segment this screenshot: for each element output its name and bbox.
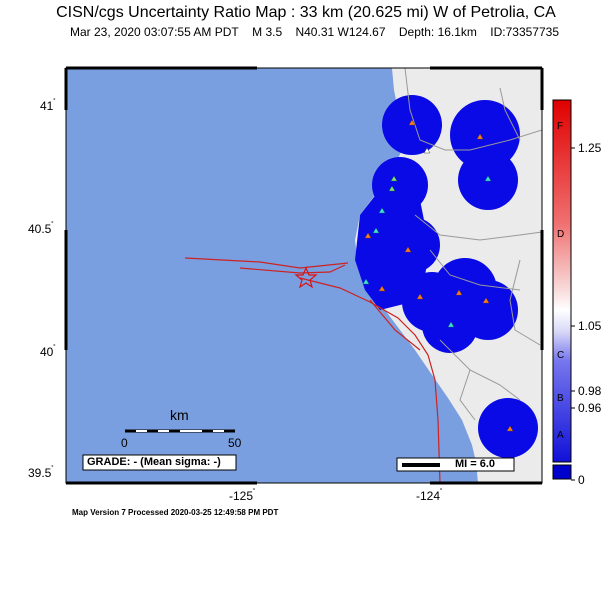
y-tick-40: 40˚ <box>40 345 56 359</box>
grade-text: GRADE: - (Mean sigma: -) <box>87 456 221 468</box>
fault-lines <box>184 257 441 483</box>
scale-end: 50 <box>228 436 242 450</box>
event-info: Mar 23, 2020 03:07:55 AM PDT M 3.5 N40.3… <box>70 25 569 39</box>
epicenter-star <box>294 266 318 289</box>
colorbar-value-0-98: 0.98 <box>578 384 602 398</box>
y-tick-39-5: 39.5˚ <box>28 466 54 480</box>
event-location: N40.31 W124.67 <box>295 25 386 39</box>
event-magnitude: M 3.5 <box>252 25 283 39</box>
map-title: CISN/cgs Uncertainty Ratio Map : 33 km (… <box>56 4 556 21</box>
y-tick-41: 41˚ <box>40 99 56 113</box>
boundaries <box>404 68 542 421</box>
colorbar <box>552 99 572 463</box>
scale-unit: km <box>170 407 189 423</box>
colorbar-value-0: 0 <box>578 473 585 487</box>
x-tick-125: -125˚ <box>229 489 256 503</box>
grade-box <box>82 454 237 471</box>
event-id: ID:73357735 <box>490 25 559 39</box>
scale-start: 0 <box>121 436 128 450</box>
colorbar-letter-a: A <box>557 430 564 441</box>
mi-box <box>396 457 515 472</box>
colorbar-letter-f: F <box>557 121 564 132</box>
map-footer: Map Version 7 Processed 2020-03-25 12:49… <box>72 508 279 517</box>
colorbar-letter-d: D <box>557 229 565 240</box>
event-date: Mar 23, 2020 03:07:55 AM PDT <box>70 25 239 39</box>
uncertainty-region <box>355 95 538 458</box>
station-white <box>423 147 431 154</box>
x-tick-124: -124˚ <box>416 489 443 503</box>
colorbar-value-1-25: 1.25 <box>578 141 602 155</box>
colorbar-value-0-96: 0.96 <box>578 401 602 415</box>
stations-cyan <box>362 175 492 328</box>
y-tick-40-5: 40.5˚ <box>28 222 54 236</box>
stations-orange <box>364 119 514 432</box>
stations-green <box>388 175 398 192</box>
mi-legend-text: MI = 6.0 <box>455 458 496 470</box>
event-depth: Depth: 16.1km <box>398 25 477 39</box>
colorbar-zero-swatch <box>552 464 572 480</box>
colorbar-value-1-05: 1.05 <box>578 319 602 333</box>
frame-ticks <box>64 66 544 485</box>
colorbar-letter-c: C <box>557 350 565 361</box>
colorbar-letter-b: B <box>557 393 564 404</box>
